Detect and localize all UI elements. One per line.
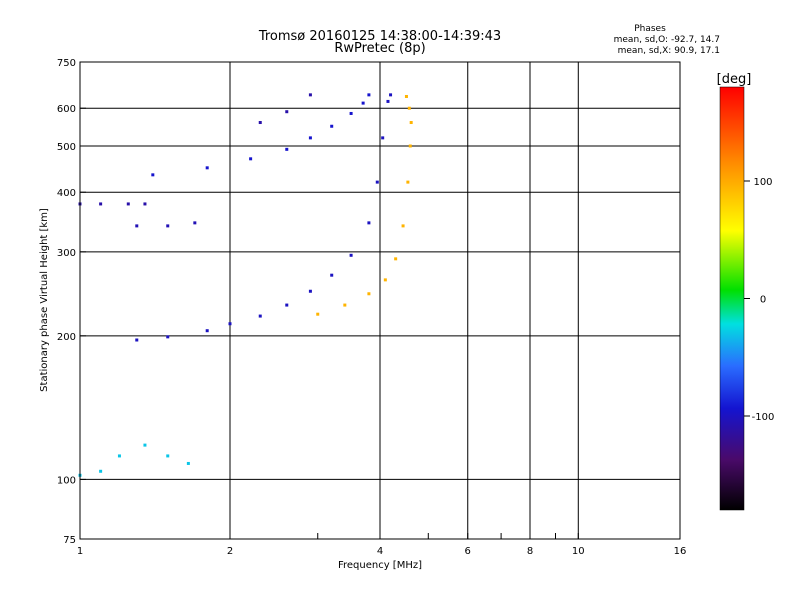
y-tick-label: 75 bbox=[63, 535, 76, 546]
data-point bbox=[308, 93, 312, 97]
x-tick-label: 6 bbox=[465, 546, 471, 557]
y-tick-label: 300 bbox=[57, 248, 76, 259]
y-tick-label: 750 bbox=[57, 58, 76, 69]
x-tick-label: 16 bbox=[674, 546, 687, 557]
y-tick-label: 200 bbox=[57, 332, 76, 343]
y-tick-label: 400 bbox=[57, 188, 76, 199]
data-point bbox=[285, 110, 289, 114]
data-point bbox=[404, 94, 408, 98]
data-point bbox=[349, 253, 353, 257]
chart-subtitle: RwPretec (8p) bbox=[334, 41, 425, 56]
colorbar-tick-label: -100 bbox=[752, 412, 775, 423]
y-tick-label: 100 bbox=[57, 475, 76, 486]
y-axis-label: Stationary phase Virtual Height [km] bbox=[39, 208, 50, 392]
data-point bbox=[408, 144, 412, 148]
colorbar-ticks: 100 0 -100 bbox=[744, 177, 774, 423]
data-point bbox=[143, 443, 147, 447]
data-point bbox=[375, 180, 379, 184]
y-tick-label: 600 bbox=[57, 104, 76, 115]
data-point bbox=[383, 278, 387, 282]
stats-x-mode: mean, sd,X: 90.9, 17.1 bbox=[618, 46, 720, 56]
data-point bbox=[166, 224, 170, 228]
data-point bbox=[316, 312, 320, 316]
x-tick-label: 2 bbox=[227, 546, 233, 557]
data-point bbox=[389, 93, 393, 97]
stats-title: Phases bbox=[634, 24, 666, 34]
data-point bbox=[258, 314, 262, 318]
data-point bbox=[166, 454, 170, 458]
data-point bbox=[361, 101, 365, 105]
data-point bbox=[401, 224, 405, 228]
x-tick-label: 10 bbox=[572, 546, 585, 557]
data-point bbox=[205, 329, 209, 333]
data-point bbox=[285, 147, 289, 151]
data-point bbox=[99, 469, 103, 473]
colorbar bbox=[719, 86, 745, 511]
x-tick-label: 8 bbox=[527, 546, 533, 557]
data-point bbox=[117, 454, 121, 458]
data-point bbox=[409, 121, 413, 125]
y-tick-label: 500 bbox=[57, 142, 76, 153]
grid-lines bbox=[80, 62, 680, 539]
data-point bbox=[249, 157, 253, 161]
data-point bbox=[330, 273, 334, 277]
data-point bbox=[394, 257, 398, 261]
data-point bbox=[143, 202, 147, 206]
data-point bbox=[343, 303, 347, 307]
data-point bbox=[308, 136, 312, 140]
data-point bbox=[367, 93, 371, 97]
data-point bbox=[367, 292, 371, 296]
data-point bbox=[166, 335, 170, 339]
data-point bbox=[386, 99, 390, 103]
data-point bbox=[205, 166, 209, 170]
data-point bbox=[193, 221, 197, 225]
data-point bbox=[381, 136, 385, 140]
chart-title: Tromsø 20160125 14:38:00-14:39:43 bbox=[258, 29, 501, 44]
stats-o-mode: mean, sd,O: -92.7, 14.7 bbox=[614, 35, 720, 45]
data-point bbox=[407, 106, 411, 110]
x-tick-label: 1 bbox=[77, 546, 83, 557]
x-axis-label: Frequency [MHz] bbox=[338, 560, 422, 571]
colorbar-tick-label: 0 bbox=[760, 295, 766, 306]
data-point bbox=[186, 461, 190, 465]
data-point bbox=[330, 124, 334, 128]
colorbar-label: [deg] bbox=[717, 72, 752, 87]
data-point bbox=[135, 338, 139, 342]
data-point bbox=[135, 224, 139, 228]
colorbar-tick-label: 100 bbox=[753, 177, 772, 188]
data-point bbox=[258, 121, 262, 125]
data-point bbox=[151, 173, 155, 177]
data-point bbox=[99, 202, 103, 206]
axis-ticks: 1 2 4 6 8 10 16 75 100 200 300 400 500 600 750 bbox=[57, 58, 686, 557]
data-point bbox=[228, 322, 232, 326]
data-points bbox=[78, 93, 413, 477]
data-point bbox=[285, 303, 289, 307]
data-point bbox=[308, 289, 312, 293]
x-tick-label: 4 bbox=[377, 546, 383, 557]
data-point bbox=[349, 111, 353, 115]
data-point bbox=[406, 180, 410, 184]
data-point bbox=[367, 221, 371, 225]
data-point bbox=[126, 202, 130, 206]
